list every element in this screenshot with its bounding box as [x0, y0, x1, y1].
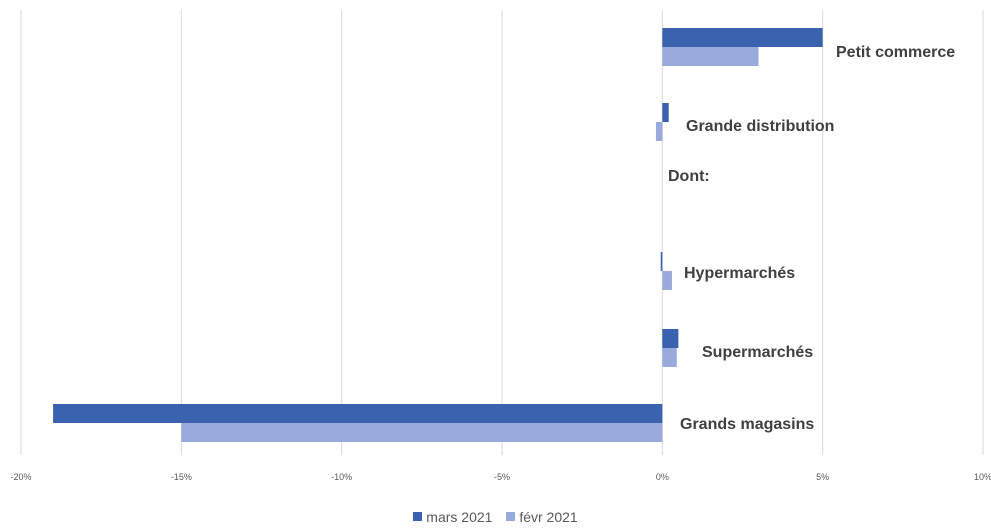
category-label: Supermarchés	[702, 344, 813, 361]
bar-series-1	[660, 252, 663, 271]
category-label: Petit commerce	[836, 44, 955, 61]
legend: mars 2021 févr 2021	[0, 508, 991, 525]
category-labels: Petit commerce Grande distribution Dont: Hy…	[668, 44, 955, 433]
x-tick-label: 10%	[974, 472, 991, 482]
x-tick-label: -5%	[494, 472, 510, 482]
bars	[53, 28, 823, 442]
legend-swatch-series-1	[413, 512, 423, 521]
legend-item-series-2: févr 2021	[506, 508, 578, 525]
x-tick-label: -15%	[171, 472, 192, 482]
x-tick-label: 0%	[656, 472, 669, 482]
legend-label-series-1: mars 2021	[426, 508, 493, 525]
category-label: Grands magasins	[680, 416, 814, 433]
gridlines	[20, 10, 984, 455]
legend-item-series-1: mars 2021	[413, 509, 492, 525]
bar-series-2	[662, 348, 677, 367]
bar-series-2	[181, 423, 663, 442]
bar-series-2	[662, 271, 672, 290]
x-tick-label: -10%	[331, 472, 352, 482]
legend-swatch-series-2	[506, 512, 516, 521]
bar-series-1	[662, 329, 679, 348]
bar-series-1	[53, 404, 663, 423]
chart-plot: Petit commerce Grande distribution Dont: Hy…	[10, 10, 991, 482]
category-label: Hypermarchés	[684, 265, 795, 282]
bar-series-2	[662, 47, 759, 66]
bar-series-2	[655, 122, 663, 141]
legend-label-series-2: févr 2021	[519, 508, 578, 525]
bar-series-1	[662, 28, 823, 47]
x-tick-label: 5%	[816, 472, 829, 482]
category-label: Dont:	[668, 168, 710, 185]
x-tick-label: -20%	[10, 472, 31, 482]
bar-series-1	[662, 103, 669, 122]
x-axis-tick-labels: -20% -15% -10% -5% 0% 5% 10%	[10, 472, 991, 482]
category-label: Grande distribution	[686, 118, 834, 135]
